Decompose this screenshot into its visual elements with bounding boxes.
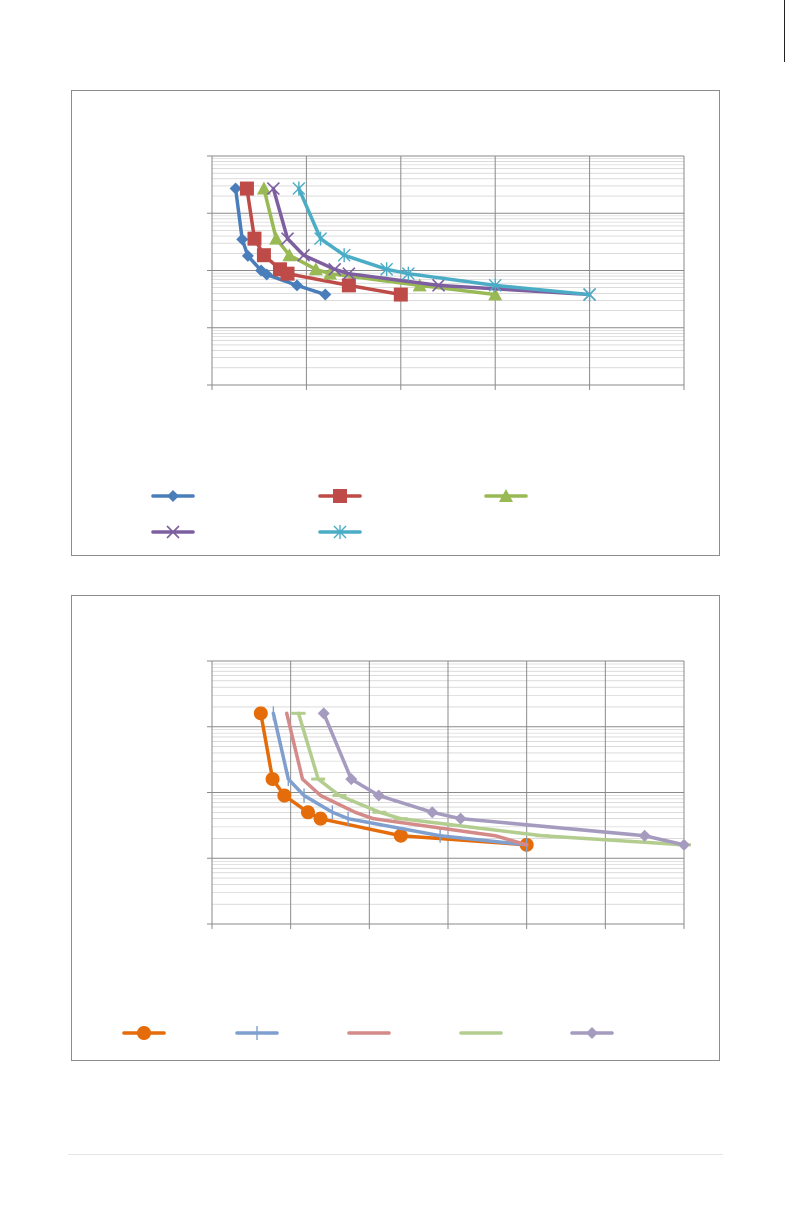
series-5-point	[401, 266, 415, 281]
series-1-point	[253, 706, 268, 721]
legend-marker	[333, 489, 347, 503]
series-1-point	[255, 264, 268, 277]
series-1-point	[236, 233, 249, 246]
series-5-point	[426, 806, 439, 819]
chart-area-2	[71, 595, 720, 1061]
series-3-line	[284, 711, 529, 847]
series-5-point	[488, 278, 502, 293]
series-2-point	[341, 278, 356, 293]
series-3-point	[282, 248, 297, 262]
series-3-point	[488, 287, 503, 301]
page-edge-rule	[784, 0, 785, 62]
legend-item-1	[151, 490, 195, 502]
legend-item-2	[235, 1026, 279, 1040]
legend-marker	[137, 1026, 151, 1040]
series-4-point	[280, 232, 295, 246]
footer-rule	[68, 1154, 723, 1155]
series-5-point	[678, 838, 690, 851]
series-3-point	[308, 262, 323, 276]
series-1-point	[229, 182, 242, 195]
legend-item-2	[318, 489, 362, 503]
legend-marker	[167, 490, 179, 502]
series-4-point	[342, 267, 356, 281]
series-1	[253, 706, 534, 852]
series-2-point	[247, 231, 262, 246]
series-3-point	[412, 278, 427, 292]
series-5-point	[337, 248, 351, 263]
legend-marker	[166, 525, 180, 539]
series-5-point	[317, 707, 330, 720]
series-5-point	[314, 231, 328, 246]
series-1-point	[260, 268, 273, 281]
legend-marker	[499, 489, 513, 502]
series-5-point	[380, 262, 394, 277]
series-2-point	[256, 248, 271, 263]
series-3	[284, 711, 529, 847]
chart-area-1	[71, 90, 720, 556]
legend-item-5	[570, 1027, 614, 1039]
series-5-point	[454, 812, 467, 825]
series-3-point	[256, 181, 271, 195]
series-1-point	[313, 811, 328, 826]
series-3-point	[269, 231, 284, 245]
series-4-point	[266, 181, 280, 196]
series-1-point	[277, 788, 292, 803]
series-5-point	[583, 287, 597, 302]
series-5-point	[372, 789, 385, 802]
legend-item-3	[484, 489, 528, 502]
series-1-point	[265, 772, 280, 787]
series-5	[317, 707, 690, 851]
series-2	[239, 181, 408, 302]
legend-item-5	[318, 525, 362, 539]
legend-item-1	[122, 1026, 166, 1040]
series-4-point	[431, 278, 446, 292]
chart-2-svg	[122, 660, 691, 1040]
legend-marker	[586, 1027, 598, 1039]
series-2-point	[239, 181, 254, 196]
series-5-point	[638, 829, 651, 842]
series-5-point	[345, 773, 358, 786]
series-1-point	[393, 828, 408, 843]
chart-1-svg	[151, 155, 685, 539]
series-1	[229, 182, 332, 301]
gridlines	[207, 155, 685, 390]
legend-item-4	[151, 525, 195, 539]
series-1-point	[290, 279, 303, 292]
series-4-point	[297, 248, 311, 262]
series-3	[256, 181, 503, 301]
series-1-point	[241, 249, 254, 262]
series-5	[292, 181, 597, 302]
series-1-point	[300, 805, 315, 820]
series-1-point	[319, 288, 332, 301]
series-4	[266, 181, 597, 302]
legend-marker	[333, 525, 347, 539]
series-2-point	[280, 266, 295, 281]
series-2-point	[393, 287, 408, 302]
series-4-point	[328, 262, 342, 276]
series-5-point	[292, 181, 306, 196]
